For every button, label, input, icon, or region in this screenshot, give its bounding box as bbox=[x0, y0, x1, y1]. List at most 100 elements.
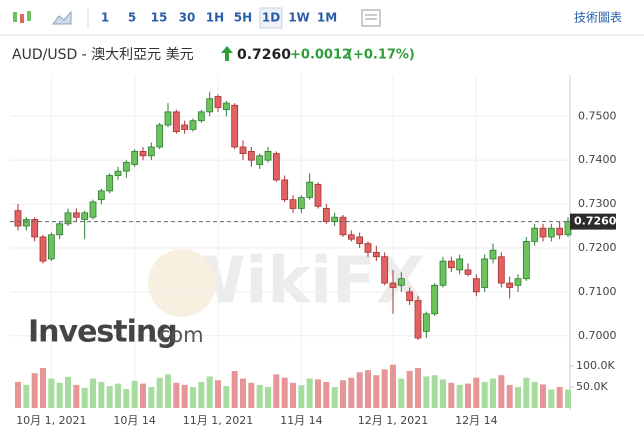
candle-body bbox=[372, 251, 380, 258]
volume-bar bbox=[231, 370, 238, 408]
interval[interactable]: 1W bbox=[288, 11, 310, 25]
logo: Investing bbox=[28, 315, 177, 350]
y2-tick-label: 100.0K bbox=[576, 359, 615, 372]
interval[interactable]: 15 bbox=[151, 11, 168, 25]
volume-bar bbox=[256, 384, 263, 408]
icon-part bbox=[27, 11, 31, 21]
candle-body bbox=[347, 234, 355, 240]
candle-body bbox=[489, 249, 497, 260]
volume-bar bbox=[48, 378, 55, 408]
y-tick-label: 0.7500 bbox=[578, 109, 617, 122]
candle-body bbox=[522, 240, 530, 280]
volume-bar bbox=[106, 386, 113, 408]
volume-bar bbox=[431, 375, 438, 408]
volume-bar bbox=[415, 368, 421, 408]
symbol: AUD/USD - 澳大利亞元 美元 bbox=[12, 47, 194, 63]
candle-body bbox=[289, 199, 297, 209]
volume-bar bbox=[265, 386, 271, 408]
interval[interactable]: 1M bbox=[317, 11, 337, 25]
volume-bar bbox=[473, 377, 480, 408]
line-icon[interactable] bbox=[52, 10, 72, 25]
volume-bar bbox=[398, 378, 405, 408]
volume-bar bbox=[156, 377, 163, 408]
volume-bar bbox=[373, 375, 380, 408]
interval[interactable]: 1H bbox=[206, 11, 224, 25]
candle-body bbox=[131, 150, 139, 165]
candle-body bbox=[514, 278, 522, 286]
volume-bar bbox=[556, 386, 563, 408]
volume-bar bbox=[306, 378, 313, 408]
volume-bar bbox=[523, 377, 530, 408]
up-arrow bbox=[221, 46, 233, 61]
volume-bar bbox=[465, 383, 471, 408]
volume-bar bbox=[81, 387, 88, 408]
candle-body bbox=[22, 219, 30, 227]
volume-bar bbox=[456, 384, 463, 408]
interval[interactable]: 5H bbox=[234, 11, 252, 25]
icon-part bbox=[13, 12, 17, 22]
technical-link[interactable]: 技術圖表 bbox=[574, 11, 622, 25]
volume-bar bbox=[140, 383, 146, 408]
candle-body bbox=[389, 282, 397, 288]
interval[interactable]: 1D bbox=[262, 11, 280, 25]
candle-body bbox=[206, 98, 214, 113]
volume-bar bbox=[65, 376, 71, 408]
candle-body bbox=[231, 104, 239, 148]
candle-body bbox=[264, 150, 272, 161]
candle-body bbox=[439, 260, 447, 286]
volume-bar bbox=[181, 384, 188, 408]
candle-body bbox=[506, 282, 514, 288]
chart-settings-icon[interactable] bbox=[361, 9, 381, 27]
volume-bar bbox=[148, 386, 155, 408]
y2-tick-label: 50.0K bbox=[576, 380, 608, 393]
candle-icon[interactable] bbox=[13, 11, 31, 23]
volume-bar bbox=[15, 381, 21, 408]
volume-bar bbox=[281, 377, 288, 408]
icon-part bbox=[20, 14, 24, 23]
candle-body bbox=[364, 243, 372, 253]
volume-bar bbox=[540, 384, 546, 408]
volume-bar bbox=[448, 382, 455, 408]
candle-body bbox=[31, 219, 39, 238]
volume-bar bbox=[206, 376, 213, 408]
volume-bar bbox=[40, 368, 46, 408]
volume-bar bbox=[98, 381, 105, 408]
active-interval bbox=[259, 7, 283, 29]
candle-body bbox=[447, 260, 455, 269]
volume-bar bbox=[190, 386, 196, 408]
volume-bar bbox=[165, 374, 171, 408]
change-pct: (+0.17%) bbox=[347, 48, 415, 63]
candle-body bbox=[181, 124, 189, 130]
candle-body bbox=[239, 146, 247, 154]
candle-body bbox=[247, 150, 255, 161]
volume-bar bbox=[381, 369, 388, 408]
volume-bar bbox=[56, 382, 63, 408]
volume-bar bbox=[348, 377, 355, 408]
volume-bar bbox=[323, 381, 330, 408]
volume-bar bbox=[290, 382, 296, 408]
volume-bar bbox=[331, 386, 338, 408]
candle-body bbox=[89, 201, 97, 218]
last-price-box bbox=[570, 213, 616, 230]
candle-body bbox=[56, 223, 64, 236]
candle-body bbox=[331, 216, 339, 223]
volume-bar bbox=[490, 378, 496, 408]
interval[interactable]: 30 bbox=[179, 11, 196, 25]
interval[interactable]: 1 bbox=[101, 11, 109, 25]
candle-body bbox=[531, 227, 539, 242]
y-tick-label: 0.7100 bbox=[578, 285, 617, 298]
y-tick-label: 0.7400 bbox=[578, 153, 617, 166]
volume-bar bbox=[298, 385, 305, 408]
candle-body bbox=[156, 124, 164, 148]
candle-body bbox=[397, 278, 405, 286]
volume-bar bbox=[498, 375, 505, 408]
candle-body bbox=[197, 111, 205, 122]
candle-body bbox=[214, 96, 222, 108]
candle-body bbox=[72, 212, 80, 218]
candle-body bbox=[222, 102, 230, 111]
interval[interactable]: 5 bbox=[128, 11, 136, 25]
logo-suffix: .com bbox=[152, 323, 204, 347]
y-tick-label: 0.7200 bbox=[578, 241, 617, 254]
